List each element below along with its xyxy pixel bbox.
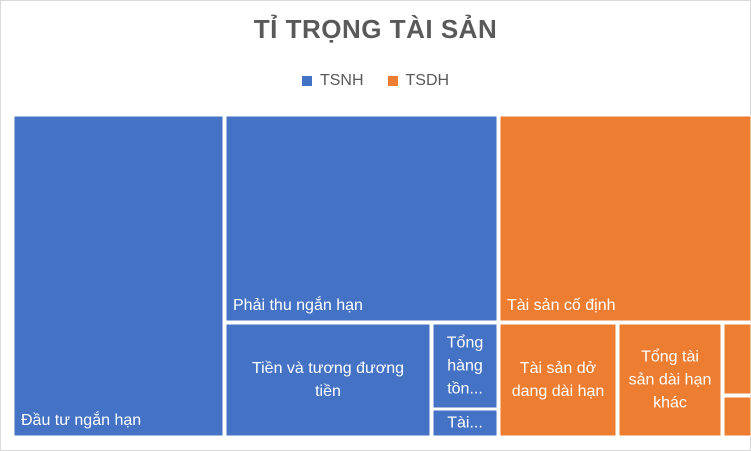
treemap-tile-tsdh-1 <box>499 323 617 437</box>
treemap-tile-tsdh-2 <box>618 323 722 437</box>
treemap-tile-tsdh-0 <box>499 115 751 322</box>
legend-swatch-tsnh <box>301 76 312 86</box>
legend-label-tsdh: TSDH <box>405 72 450 89</box>
treemap-label-tsdh-2: Tổng tài sản dài hạn khác <box>629 348 712 412</box>
chart-legend: TSNH TSDH <box>0 72 751 90</box>
legend-item-tsdh: TSDH <box>387 72 450 90</box>
treemap-label-tsnh-1: Phải thu ngắn hạn <box>233 295 363 314</box>
treemap-tile-tsdh-3 <box>723 323 751 395</box>
treemap-tile-tsnh-2 <box>225 323 431 437</box>
treemap-label-tsnh-3: Tổng hàng tồn... <box>447 334 483 398</box>
treemap-label-tsnh-0: Đầu tư ngắn hạn <box>21 410 141 429</box>
legend-label-tsnh: TSNH <box>319 72 364 89</box>
chart-title: TỈ TRỌNG TÀI SẢN <box>253 14 498 44</box>
treemap-tile-tsdh-4 <box>723 396 751 437</box>
treemap-label-tsnh-4: Tài... <box>447 415 483 432</box>
treemap-label-tsnh-2: Tiền và tương đương tiền <box>252 360 404 400</box>
legend-item-tsnh: TSNH <box>301 72 364 90</box>
legend-swatch-tsdh <box>387 76 398 86</box>
treemap-tile-tsnh-1 <box>225 115 498 322</box>
treemap-tile-tsnh-3 <box>432 323 498 409</box>
treemap-tile-tsnh-0 <box>13 115 224 437</box>
treemap-tile-tsnh-4 <box>432 409 498 437</box>
treemap-label-tsdh-1: Tài sản dở dang dài hạn <box>512 360 605 400</box>
treemap-label-tsdh-0: Tài sản cố định <box>507 297 616 314</box>
